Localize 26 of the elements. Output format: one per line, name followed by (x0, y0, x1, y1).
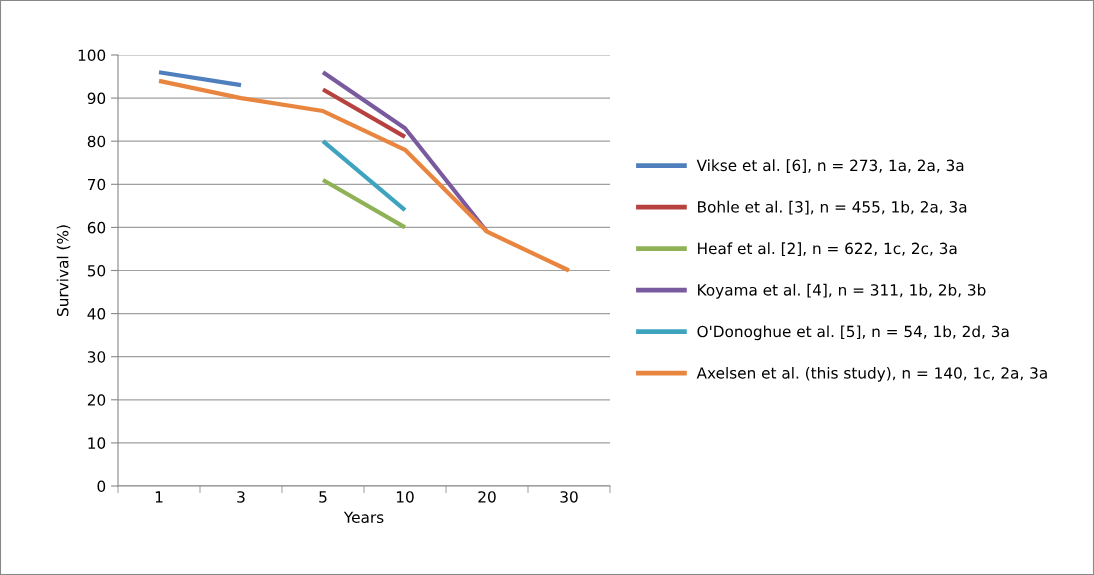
line-series (156, 78, 572, 273)
y-tick-label: 100 (78, 49, 106, 62)
y-tick-label: 10 (88, 437, 106, 449)
legend-label: Heaf et al. [2], n = 622, 1c, 2c, 3a (698, 242, 957, 256)
x-tick-label: 30 (560, 491, 578, 503)
y-tick-label: 0 (97, 480, 106, 493)
y-tick-label: 80 (87, 135, 106, 148)
y-tick-label: 20 (87, 394, 106, 406)
y-tick-label: 40 (87, 308, 106, 320)
x-tick-label: 3 (237, 491, 245, 503)
y-tick-label: 90 (87, 92, 106, 105)
legend-label: Bohle et al. [3], n = 455, 1b, 2a, 3a (698, 200, 967, 215)
legend-label: O'Donoghue et al. [5], n = 54, 1b, 2d, 3a (697, 325, 1009, 341)
x-tick-label: 1 (155, 491, 163, 503)
x-tick-label: 10 (396, 491, 414, 503)
legend-label: Axelsen et al. (this study), n = 140, 1c, 2a, 3a (696, 366, 1047, 382)
y-tick-label: 30 (87, 351, 106, 363)
y-axis-title: Survival (%) (56, 225, 71, 316)
y-tick-label: 70 (88, 178, 106, 191)
legend-label: Koyama et al. [4], n = 311, 1b, 2b, 3b (698, 283, 986, 299)
y-tick-label: 50 (87, 264, 106, 277)
y-tick-label: 60 (87, 221, 106, 234)
x-axis-title: Years (343, 511, 384, 524)
x-tick-label: 5 (319, 491, 327, 503)
legend-label: Vikse et al. [6], n = 273, 1a, 2a, 3a (696, 159, 964, 173)
x-tick-label: 20 (478, 491, 496, 503)
